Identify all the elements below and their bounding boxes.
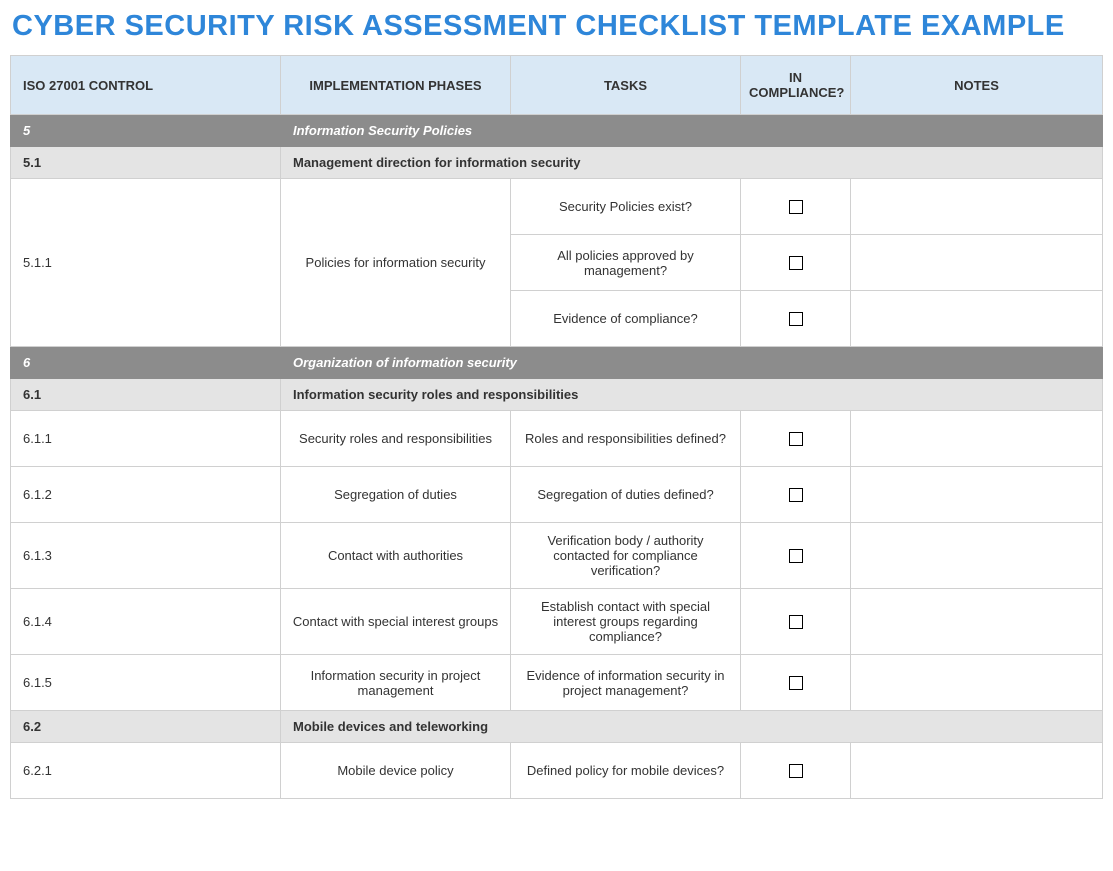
notes-cell[interactable] — [851, 655, 1103, 711]
table-header-row: ISO 27001 CONTROL IMPLEMENTATION PHASES … — [11, 56, 1103, 115]
control-id: 6.2.1 — [11, 743, 281, 799]
table-row: 6.1.2Segregation of dutiesSegregation of… — [11, 467, 1103, 523]
implementation-phase: Mobile device policy — [281, 743, 511, 799]
subsection-row: 6.2Mobile devices and teleworking — [11, 711, 1103, 743]
compliance-cell — [741, 411, 851, 467]
subsection-row: 5.1Management direction for information … — [11, 147, 1103, 179]
compliance-cell — [741, 235, 851, 291]
table-row: 6.2.1Mobile device policyDefined policy … — [11, 743, 1103, 799]
compliance-checkbox[interactable] — [789, 432, 803, 446]
compliance-checkbox[interactable] — [789, 312, 803, 326]
subsection-number: 6.1 — [11, 379, 281, 411]
notes-cell[interactable] — [851, 411, 1103, 467]
compliance-cell — [741, 655, 851, 711]
implementation-phase: Information security in project manageme… — [281, 655, 511, 711]
control-id: 6.1.1 — [11, 411, 281, 467]
compliance-checkbox[interactable] — [789, 488, 803, 502]
control-id: 6.1.3 — [11, 523, 281, 589]
subsection-number: 5.1 — [11, 147, 281, 179]
task-text: Defined policy for mobile devices? — [511, 743, 741, 799]
notes-cell[interactable] — [851, 589, 1103, 655]
col-header-task: TASKS — [511, 56, 741, 115]
implementation-phase: Contact with special interest groups — [281, 589, 511, 655]
task-text: Security Policies exist? — [511, 179, 741, 235]
control-id: 6.1.5 — [11, 655, 281, 711]
task-text: All policies approved by management? — [511, 235, 741, 291]
compliance-checkbox[interactable] — [789, 676, 803, 690]
notes-cell[interactable] — [851, 235, 1103, 291]
page-title: CYBER SECURITY RISK ASSESSMENT CHECKLIST… — [12, 10, 1103, 43]
compliance-cell — [741, 523, 851, 589]
col-header-compliance: IN COMPLIANCE? — [741, 56, 851, 115]
subsection-number: 6.2 — [11, 711, 281, 743]
compliance-cell — [741, 179, 851, 235]
implementation-phase: Security roles and responsibilities — [281, 411, 511, 467]
notes-cell[interactable] — [851, 743, 1103, 799]
control-id: 6.1.4 — [11, 589, 281, 655]
section-label: Information Security Policies — [281, 115, 1103, 147]
compliance-cell — [741, 467, 851, 523]
control-id: 5.1.1 — [11, 179, 281, 347]
task-text: Roles and responsibilities defined? — [511, 411, 741, 467]
control-id: 6.1.2 — [11, 467, 281, 523]
compliance-checkbox[interactable] — [789, 256, 803, 270]
section-number: 6 — [11, 347, 281, 379]
table-row: 6.1.1Security roles and responsibilities… — [11, 411, 1103, 467]
implementation-phase: Policies for information security — [281, 179, 511, 347]
section-row: 5Information Security Policies — [11, 115, 1103, 147]
compliance-cell — [741, 291, 851, 347]
compliance-checkbox[interactable] — [789, 549, 803, 563]
notes-cell[interactable] — [851, 523, 1103, 589]
implementation-phase: Segregation of duties — [281, 467, 511, 523]
compliance-checkbox[interactable] — [789, 615, 803, 629]
subsection-label: Mobile devices and teleworking — [281, 711, 1103, 743]
task-text: Verification body / authority contacted … — [511, 523, 741, 589]
col-header-notes: NOTES — [851, 56, 1103, 115]
section-number: 5 — [11, 115, 281, 147]
compliance-checkbox[interactable] — [789, 200, 803, 214]
section-row: 6Organization of information security — [11, 347, 1103, 379]
col-header-phase: IMPLEMENTATION PHASES — [281, 56, 511, 115]
compliance-cell — [741, 589, 851, 655]
task-text: Evidence of compliance? — [511, 291, 741, 347]
task-text: Segregation of duties defined? — [511, 467, 741, 523]
table-row: 6.1.4Contact with special interest group… — [11, 589, 1103, 655]
compliance-checkbox[interactable] — [789, 764, 803, 778]
subsection-label: Management direction for information sec… — [281, 147, 1103, 179]
compliance-cell — [741, 743, 851, 799]
subsection-row: 6.1Information security roles and respon… — [11, 379, 1103, 411]
notes-cell[interactable] — [851, 467, 1103, 523]
checklist-table: ISO 27001 CONTROL IMPLEMENTATION PHASES … — [10, 55, 1103, 799]
section-label: Organization of information security — [281, 347, 1103, 379]
notes-cell[interactable] — [851, 291, 1103, 347]
task-text: Evidence of information security in proj… — [511, 655, 741, 711]
implementation-phase: Contact with authorities — [281, 523, 511, 589]
table-row: 6.1.5Information security in project man… — [11, 655, 1103, 711]
task-text: Establish contact with special interest … — [511, 589, 741, 655]
table-row: 5.1.1Policies for information securitySe… — [11, 179, 1103, 235]
subsection-label: Information security roles and responsib… — [281, 379, 1103, 411]
table-row: 6.1.3Contact with authoritiesVerificatio… — [11, 523, 1103, 589]
col-header-control: ISO 27001 CONTROL — [11, 56, 281, 115]
notes-cell[interactable] — [851, 179, 1103, 235]
